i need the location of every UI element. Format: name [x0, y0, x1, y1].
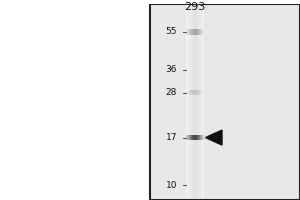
Bar	[186, 90, 187, 95]
Bar	[202, 135, 203, 140]
Bar	[188, 135, 189, 140]
Bar	[197, 29, 198, 35]
Text: 55: 55	[166, 27, 177, 36]
Bar	[188, 90, 189, 95]
Bar	[198, 135, 199, 140]
Text: 293: 293	[184, 2, 206, 12]
Bar	[188, 6, 189, 198]
Bar	[192, 29, 193, 35]
Bar	[201, 29, 202, 35]
Bar	[187, 90, 188, 95]
Bar	[190, 29, 191, 35]
Bar	[187, 29, 188, 35]
Bar	[191, 90, 192, 95]
Bar	[202, 135, 203, 140]
Bar	[198, 6, 199, 198]
Bar	[190, 135, 191, 140]
Bar	[199, 90, 200, 95]
Bar	[195, 29, 196, 35]
Bar	[197, 135, 198, 140]
Bar	[200, 135, 201, 140]
Text: 17: 17	[166, 133, 177, 142]
Bar	[186, 6, 187, 198]
Text: 28: 28	[166, 88, 177, 97]
Bar	[193, 29, 194, 35]
Bar	[200, 6, 201, 198]
Bar	[190, 6, 191, 198]
Bar	[194, 29, 195, 35]
Bar	[194, 6, 195, 198]
Bar	[150, 4, 300, 200]
Bar	[202, 6, 203, 198]
Bar	[187, 6, 188, 198]
Bar	[189, 29, 190, 35]
Bar	[198, 29, 199, 35]
Bar	[186, 135, 187, 140]
Bar	[193, 90, 194, 95]
Bar	[196, 135, 197, 140]
Bar	[196, 90, 197, 95]
Bar	[198, 90, 199, 95]
Bar	[201, 6, 202, 198]
Bar	[196, 6, 197, 198]
Bar	[193, 135, 194, 140]
Bar	[195, 6, 196, 198]
Text: 10: 10	[166, 181, 177, 190]
Bar	[194, 90, 195, 95]
Bar	[191, 135, 192, 140]
Bar	[191, 6, 192, 198]
Bar	[203, 90, 204, 95]
Bar	[201, 90, 202, 95]
Bar	[192, 6, 193, 198]
Bar	[202, 29, 203, 35]
Bar	[194, 135, 195, 140]
Bar	[202, 29, 203, 35]
Bar	[199, 29, 200, 35]
Bar	[193, 6, 194, 198]
Bar	[189, 135, 190, 140]
Bar	[195, 90, 196, 95]
Bar	[203, 29, 204, 35]
Bar	[196, 90, 197, 95]
Bar	[199, 135, 200, 140]
Bar	[191, 29, 192, 35]
Bar	[202, 90, 203, 95]
Bar	[197, 90, 198, 95]
Bar	[203, 6, 204, 198]
Bar	[189, 6, 190, 198]
Bar	[192, 135, 193, 140]
Bar	[196, 29, 197, 35]
Bar	[187, 135, 188, 140]
Bar	[200, 29, 201, 35]
Polygon shape	[206, 130, 222, 145]
Bar	[203, 135, 204, 140]
Bar	[201, 135, 202, 140]
Bar	[202, 90, 203, 95]
Bar	[196, 29, 197, 35]
Bar	[200, 90, 201, 95]
Text: 36: 36	[166, 65, 177, 74]
Bar	[197, 6, 198, 198]
Bar	[190, 90, 191, 95]
Bar	[199, 6, 200, 198]
Bar	[188, 29, 189, 35]
Bar	[186, 29, 187, 35]
Bar	[189, 90, 190, 95]
Bar	[195, 135, 196, 140]
Bar	[192, 90, 193, 95]
Bar	[196, 135, 197, 140]
